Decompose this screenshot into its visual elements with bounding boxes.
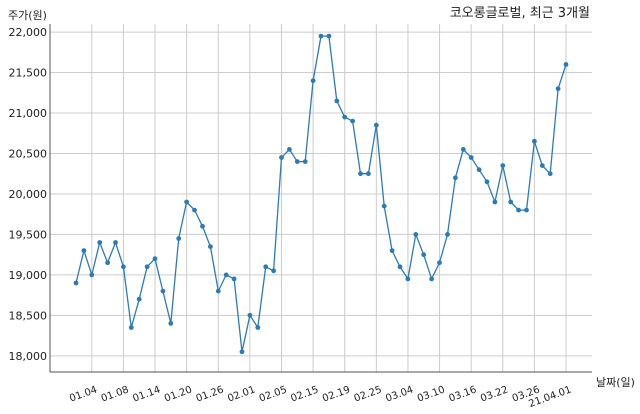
x-tick-label: 02.05 — [258, 384, 289, 404]
y-tick-label: 21,000 — [9, 107, 48, 120]
data-point — [160, 288, 166, 294]
y-tick-label: 20,500 — [9, 147, 48, 160]
data-point — [532, 138, 537, 144]
data-point — [152, 256, 158, 262]
data-point — [460, 147, 466, 152]
data-point — [516, 207, 521, 213]
data-point — [342, 114, 348, 120]
data-point — [215, 288, 221, 294]
data-point — [231, 276, 237, 282]
data-point — [468, 155, 474, 160]
data-point — [563, 62, 569, 67]
x-tick-label: 03.22 — [479, 384, 510, 404]
data-point — [247, 312, 253, 318]
price-series — [73, 33, 569, 355]
data-point — [326, 33, 332, 39]
data-point — [373, 122, 379, 128]
y-tick-label: 18,000 — [9, 350, 48, 363]
data-point — [128, 325, 134, 330]
data-point — [302, 159, 308, 165]
data-point — [192, 207, 197, 213]
data-point — [389, 248, 395, 254]
data-point — [547, 171, 553, 177]
data-point — [318, 33, 324, 39]
chart-title: 코오롱글로벌, 최근 3개월 — [450, 6, 590, 21]
data-point — [176, 236, 182, 241]
data-point — [200, 223, 205, 229]
data-point — [524, 207, 529, 213]
data-point — [358, 171, 363, 177]
x-tick-label: 02.01 — [226, 384, 257, 404]
x-tick-label: 02.19 — [321, 384, 352, 404]
data-point — [397, 264, 403, 270]
axes — [49, 24, 592, 373]
data-point — [500, 163, 506, 169]
data-point — [73, 280, 79, 286]
data-point — [555, 86, 561, 92]
y-tick-label: 19,500 — [9, 228, 48, 241]
data-point — [437, 260, 442, 266]
data-point — [113, 240, 118, 245]
data-point — [405, 276, 411, 282]
data-point — [334, 98, 340, 104]
y-tick-label: 22,000 — [9, 26, 48, 39]
x-tick-labels: 01.04 01.08 01.14 01.20 01.26 02.01 02.05 02.15… — [68, 384, 573, 410]
data-point — [294, 159, 300, 165]
data-point — [271, 268, 276, 274]
x-tick-label: 01.20 — [163, 384, 194, 404]
data-point — [366, 171, 371, 177]
data-point — [350, 118, 355, 124]
data-point — [81, 248, 87, 254]
data-point — [287, 147, 292, 152]
data-point — [184, 199, 190, 205]
x-tick-label: 01.04 — [68, 384, 99, 404]
data-point — [263, 264, 269, 270]
x-tick-label: 03.04 — [384, 384, 415, 404]
x-tick-label: 01.14 — [131, 384, 162, 404]
data-point — [508, 199, 514, 205]
y-tick-label: 18,500 — [9, 309, 48, 322]
x-tick-label: 01.26 — [195, 384, 226, 404]
data-point — [413, 232, 419, 237]
data-point — [453, 175, 458, 181]
y-axis-label: 주가(원) — [8, 9, 47, 22]
data-point — [208, 244, 213, 250]
data-point — [476, 167, 482, 173]
y-tick-label: 20,000 — [9, 188, 48, 201]
data-point — [239, 349, 245, 355]
x-tick-label: 01.08 — [100, 384, 131, 404]
data-point — [484, 179, 490, 185]
x-tick-label: 03.16 — [448, 384, 479, 404]
data-point — [492, 199, 498, 205]
data-point — [97, 240, 103, 245]
grid-lines — [50, 24, 592, 372]
data-point — [310, 78, 316, 84]
data-point — [89, 272, 95, 278]
data-point — [381, 203, 387, 209]
data-point — [539, 163, 545, 169]
data-point — [168, 321, 174, 326]
data-point — [136, 296, 142, 302]
y-tick-label: 19,000 — [9, 269, 48, 282]
x-tick-label: 02.25 — [353, 384, 384, 404]
x-tick-label: 02.15 — [289, 384, 320, 404]
data-point — [279, 155, 284, 160]
data-point — [255, 325, 261, 330]
x-tick-label: 03.10 — [416, 384, 447, 404]
data-point — [223, 272, 229, 278]
data-point — [429, 276, 434, 282]
data-point — [445, 232, 450, 237]
x-axis-label: 날짜(일) — [596, 375, 635, 389]
data-point — [105, 260, 110, 266]
data-point — [144, 264, 150, 270]
data-point — [421, 252, 427, 258]
data-point — [121, 264, 126, 270]
y-tick-labels: 18,000 18,500 19,000 19,500 20,000 20,500 21,0… — [9, 26, 48, 363]
y-tick-label: 21,500 — [9, 67, 48, 80]
